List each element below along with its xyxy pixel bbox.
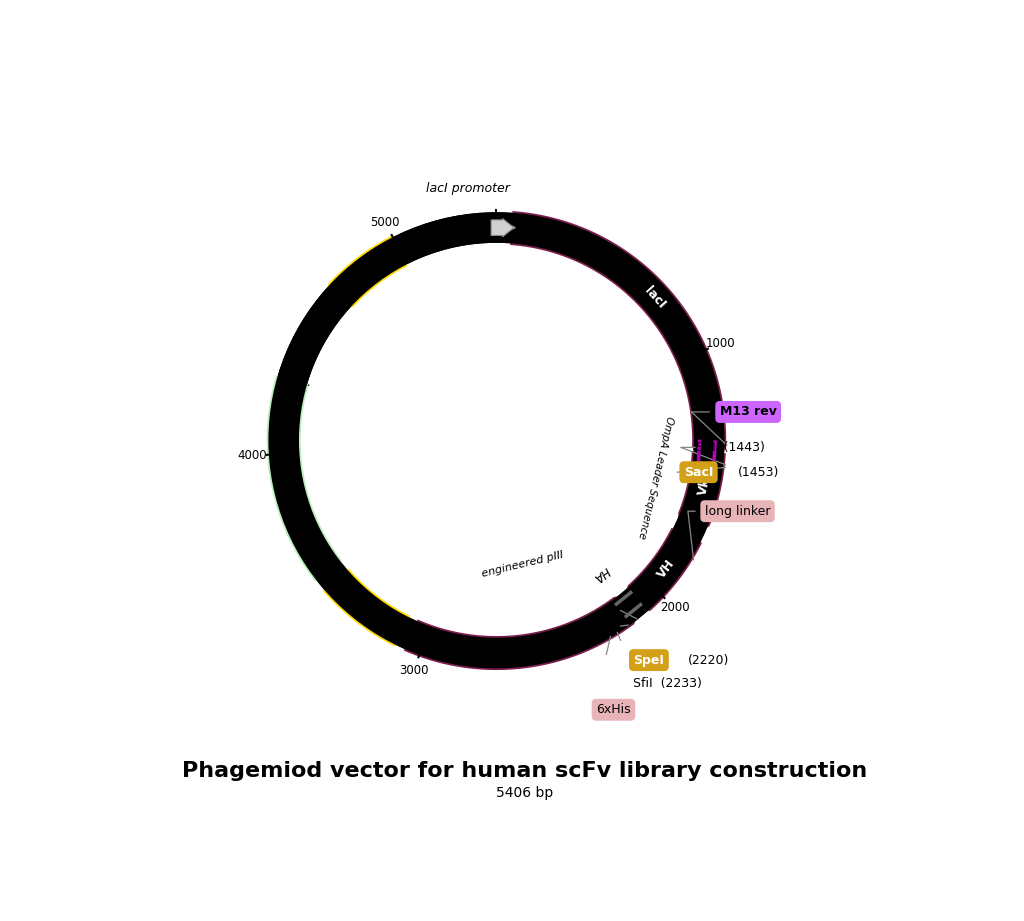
Text: Phagemiod vector for human scFv library construction: Phagemiod vector for human scFv library … <box>182 762 867 781</box>
Polygon shape <box>510 211 726 476</box>
FancyArrow shape <box>492 218 514 237</box>
Text: HA: HA <box>591 564 612 585</box>
Circle shape <box>303 248 689 633</box>
Text: SfiI  (2233): SfiI (2233) <box>633 677 701 690</box>
Text: 3000: 3000 <box>399 664 428 677</box>
Text: M13 rev: M13 rev <box>720 405 776 418</box>
Circle shape <box>303 248 689 633</box>
Text: OmpA Leader Sequence: OmpA Leader Sequence <box>636 415 675 540</box>
Text: 4000: 4000 <box>238 449 267 462</box>
Text: SpeI: SpeI <box>634 654 665 667</box>
Text: SfiI  (1443): SfiI (1443) <box>696 441 765 454</box>
Text: 5000: 5000 <box>371 216 400 228</box>
Text: VH: VH <box>654 557 677 581</box>
Polygon shape <box>323 568 428 646</box>
Text: (2220): (2220) <box>688 654 729 667</box>
Polygon shape <box>322 236 408 317</box>
Text: SacI: SacI <box>684 466 714 479</box>
Text: lacI: lacI <box>641 285 668 311</box>
Text: engineered pIII: engineered pIII <box>480 549 564 578</box>
Text: 6xHis: 6xHis <box>596 704 631 717</box>
Text: Vk: Vk <box>696 476 713 496</box>
Polygon shape <box>678 451 726 546</box>
Text: 1000: 1000 <box>707 336 736 350</box>
Text: ori: ori <box>357 260 380 281</box>
Polygon shape <box>266 376 345 593</box>
Text: AmpR: AmpR <box>278 458 298 501</box>
Text: lacI promoter: lacI promoter <box>426 182 510 195</box>
Text: 2000: 2000 <box>660 601 689 614</box>
Polygon shape <box>617 528 702 617</box>
Polygon shape <box>403 593 647 670</box>
Text: 5406 bp: 5406 bp <box>497 786 553 799</box>
Text: f1 ori: f1 ori <box>347 592 385 625</box>
Text: (1453): (1453) <box>737 466 779 479</box>
Text: long linker: long linker <box>705 505 770 518</box>
